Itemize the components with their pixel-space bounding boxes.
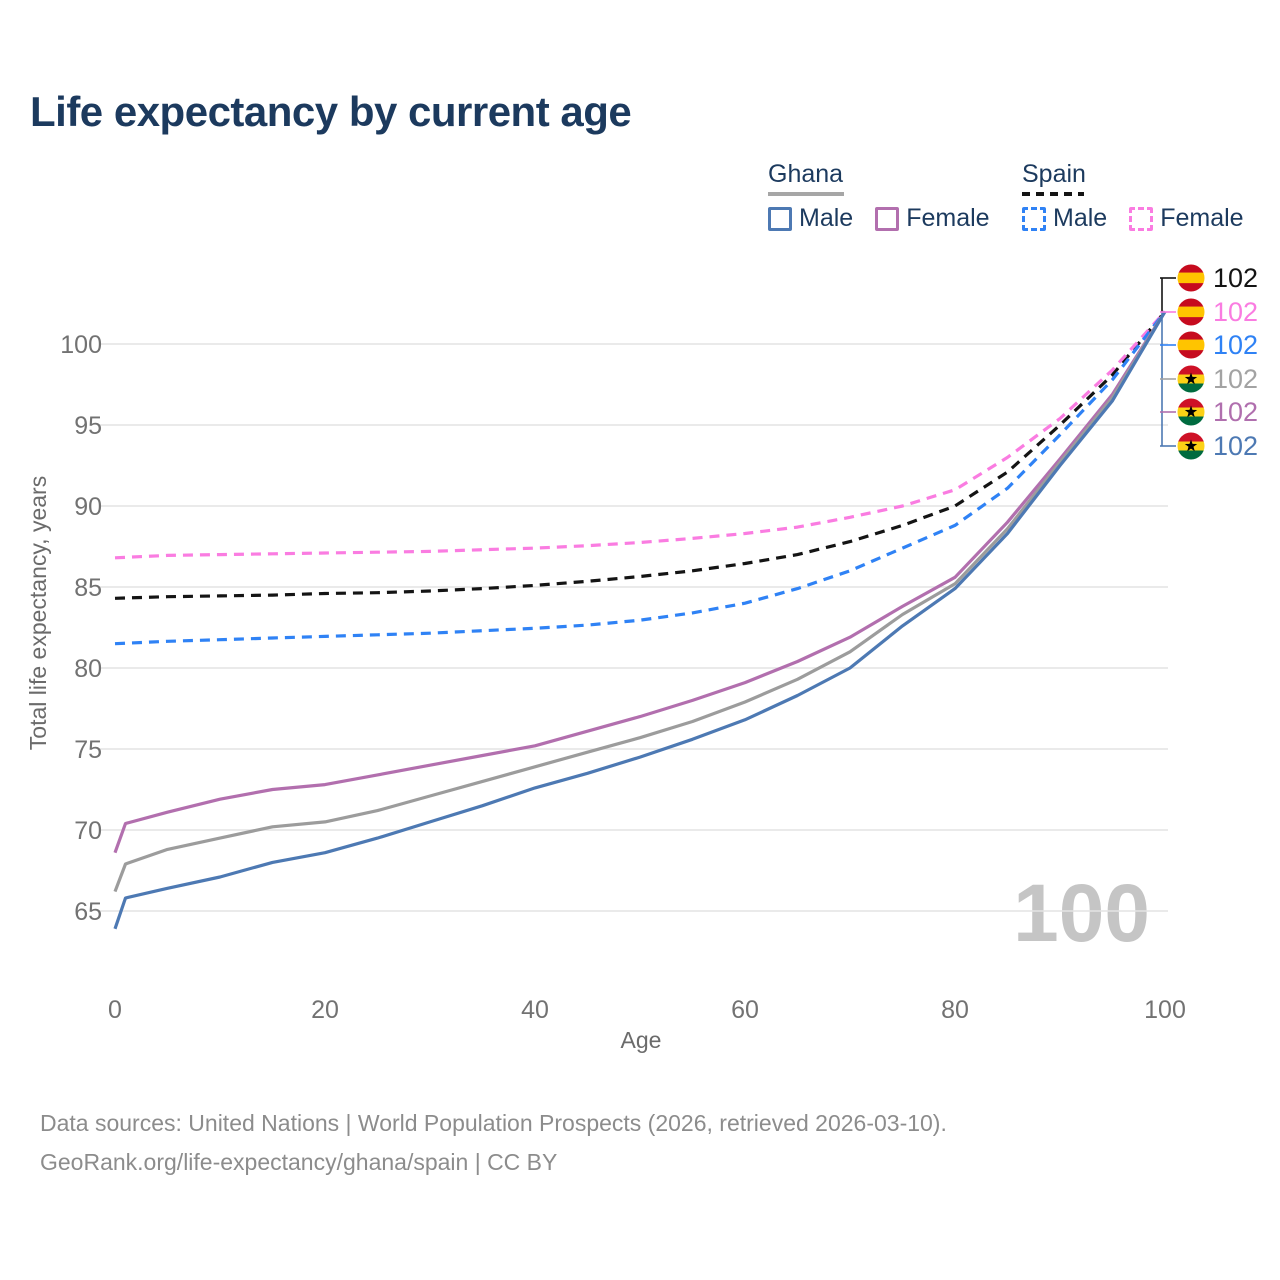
ghana-flag-icon bbox=[1177, 398, 1205, 426]
legend-item-spain-female[interactable]: Female bbox=[1129, 204, 1244, 233]
gridlines bbox=[100, 343, 1168, 912]
x-tick-label-60: 60 bbox=[731, 996, 759, 1024]
y-tick-label-70: 70 bbox=[74, 817, 102, 845]
page-title: Life expectancy by current age bbox=[30, 88, 632, 135]
spain-flag-icon bbox=[1177, 331, 1205, 359]
x-tick-label-40: 40 bbox=[521, 996, 549, 1024]
legend-group-spain: Spain Male Female bbox=[1022, 160, 1266, 233]
y-tick-label-80: 80 bbox=[74, 655, 102, 683]
series-line-spain-male bbox=[114, 310, 1167, 646]
x-tick-label-20: 20 bbox=[311, 996, 339, 1024]
legend-underline-ghana bbox=[768, 192, 844, 196]
x-tick-label-100: 100 bbox=[1144, 996, 1186, 1024]
legend-group-ghana: Ghana Male Female bbox=[768, 160, 1012, 233]
ghana-flag-icon bbox=[1177, 365, 1205, 393]
spain-flag-icon bbox=[1177, 298, 1205, 326]
legend-item-spain-male[interactable]: Male bbox=[1022, 204, 1107, 233]
ghana-female-swatch-icon bbox=[875, 206, 900, 231]
y-tick-label-100: 100 bbox=[60, 331, 102, 359]
series-lines bbox=[113, 310, 1167, 930]
y-tick-label-75: 75 bbox=[74, 736, 102, 764]
end-value-label: 102 bbox=[1213, 330, 1258, 360]
y-tick-label-90: 90 bbox=[74, 493, 102, 521]
footer-link: GeoRank.org/life-expectancy/ghana/spain … bbox=[40, 1149, 558, 1175]
legend-item-ghana-male[interactable]: Male bbox=[768, 204, 853, 233]
legend-heading-ghana[interactable]: Ghana bbox=[768, 160, 844, 188]
ghana-male-swatch-icon bbox=[768, 206, 792, 231]
x-tick-label-0: 0 bbox=[108, 996, 122, 1024]
age-watermark: 100 bbox=[1013, 868, 1150, 959]
y-tick-label-65: 65 bbox=[74, 898, 102, 926]
ghana-flag-icon bbox=[1177, 432, 1205, 460]
series-line-spain-both bbox=[114, 310, 1167, 600]
ghana-star-icon bbox=[1184, 372, 1198, 385]
series-line-ghana-both bbox=[113, 310, 1167, 893]
series-line-spain-female bbox=[114, 310, 1167, 560]
spain-male-swatch-icon bbox=[1022, 206, 1046, 231]
end-value-label: 102 bbox=[1213, 364, 1258, 394]
ghana-star-icon bbox=[1184, 405, 1198, 418]
legend-label-spain-male: Male bbox=[1053, 204, 1108, 232]
legend-underline-spain bbox=[1022, 192, 1084, 196]
end-value-label: 102 bbox=[1213, 431, 1258, 461]
axis-ticks: 65 70 75 80 85 90 95 100 0 20 40 60 80 100 bbox=[60, 331, 1186, 1024]
x-tick-label-80: 80 bbox=[941, 996, 969, 1024]
footer: Data sources: United Nations | World Pop… bbox=[40, 1104, 947, 1182]
end-value-label: 102 bbox=[1213, 397, 1258, 427]
ghana-star-icon bbox=[1184, 439, 1198, 452]
y-tick-label-85: 85 bbox=[74, 574, 102, 602]
legend-label-ghana-female: Female bbox=[906, 204, 990, 232]
legend-item-ghana-female[interactable]: Female bbox=[875, 204, 990, 233]
legend-label-ghana-male: Male bbox=[799, 204, 854, 232]
legend-label-spain-female: Female bbox=[1160, 204, 1244, 232]
series-line-ghana-male bbox=[113, 310, 1167, 930]
series-line-ghana-female bbox=[113, 310, 1167, 854]
footer-datasource: Data sources: United Nations | World Pop… bbox=[40, 1110, 947, 1136]
legend-heading-spain[interactable]: Spain bbox=[1022, 160, 1086, 188]
y-tick-label-95: 95 bbox=[74, 412, 102, 440]
x-axis-title: Age bbox=[621, 1027, 662, 1053]
y-axis-title: Total life expectancy, years bbox=[25, 476, 51, 750]
end-value-label: 102 bbox=[1213, 297, 1258, 327]
spain-flag-icon bbox=[1177, 264, 1205, 292]
spain-female-swatch-icon bbox=[1129, 206, 1154, 231]
end-value-label: 102 bbox=[1213, 263, 1258, 293]
